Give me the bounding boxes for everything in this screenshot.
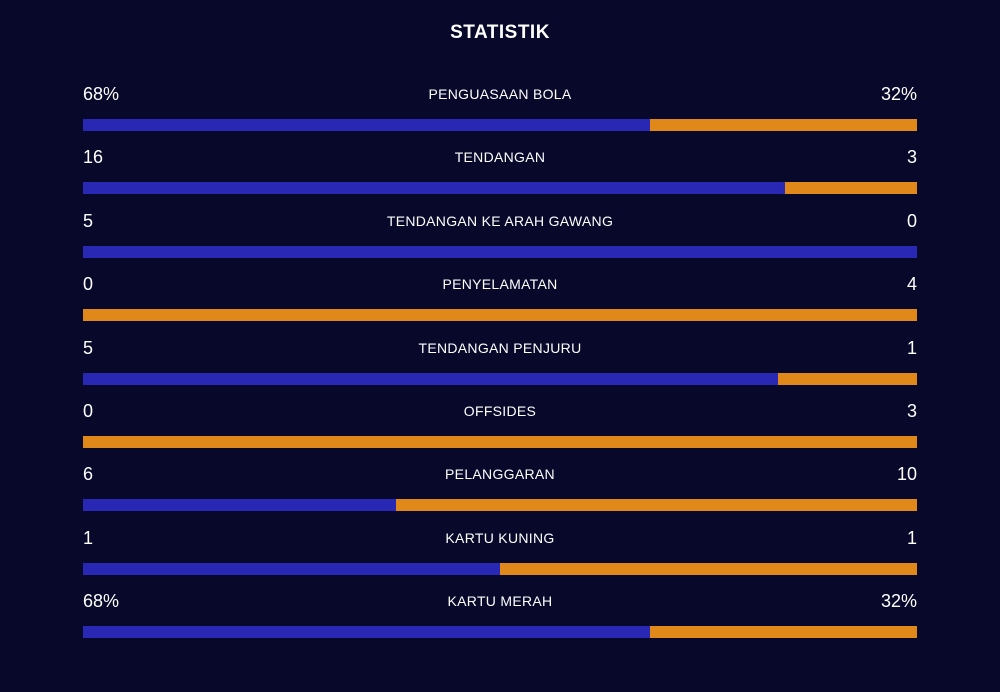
stat-values-row: TENDANGAN PENJURU 5 1 xyxy=(83,336,917,360)
stat-away-bar-fill xyxy=(785,182,917,195)
stat-row: PENYELAMATAN 0 4 xyxy=(83,272,917,335)
stat-home-bar-fill xyxy=(83,626,651,639)
stat-home-value: 1 xyxy=(83,527,94,548)
stat-away-value: 1 xyxy=(906,337,917,358)
stat-away-value: 10 xyxy=(896,464,917,485)
stat-home-bar-fill xyxy=(83,245,917,258)
stat-row: TENDANGAN 16 3 xyxy=(83,145,917,208)
stat-home-value: 6 xyxy=(83,464,94,485)
stat-comparison-bar xyxy=(83,499,917,512)
stat-home-value: 16 xyxy=(83,147,104,168)
stat-away-bar-fill xyxy=(83,309,917,322)
stats-title: STATISTIK xyxy=(450,22,550,43)
stat-values-row: TENDANGAN 16 3 xyxy=(83,145,917,169)
stat-away-value: 0 xyxy=(906,210,917,231)
stat-home-value: 68% xyxy=(83,84,120,104)
stat-row: KARTU MERAH 68% 32% xyxy=(83,589,917,652)
stat-away-value: 4 xyxy=(906,274,917,295)
stat-label: PENGUASAAN BOLA xyxy=(428,86,572,102)
stat-home-bar-fill xyxy=(83,182,786,195)
stat-away-value: 3 xyxy=(906,400,917,421)
stat-row: PELANGGARAN 6 10 xyxy=(83,462,917,525)
stat-home-bar-fill xyxy=(83,562,500,575)
stat-values-row: KARTU KUNING 1 1 xyxy=(83,526,917,550)
stat-label: TENDANGAN xyxy=(454,149,546,166)
stat-comparison-bar xyxy=(83,245,917,258)
stat-values-row: PENGUASAAN BOLA 68% 32% xyxy=(83,82,917,106)
stat-home-value: 0 xyxy=(83,274,94,295)
stats-list: PENGUASAAN BOLA 68% 32% TENDANGAN 16 3 TENDANG… xyxy=(83,82,917,653)
stat-comparison-bar xyxy=(83,182,917,195)
stat-comparison-bar xyxy=(83,309,917,322)
stat-away-value: 1 xyxy=(906,527,917,548)
stat-label: KARTU MERAH xyxy=(447,593,553,610)
stat-values-row: OFFSIDES 0 3 xyxy=(83,399,917,423)
stat-comparison-bar xyxy=(83,119,917,131)
stat-row: KARTU KUNING 1 1 xyxy=(83,526,917,589)
stat-row: TENDANGAN KE ARAH GAWANG 5 0 xyxy=(83,209,917,272)
stat-away-value: 3 xyxy=(906,147,917,168)
stat-label: TENDANGAN KE ARAH GAWANG xyxy=(386,212,614,229)
stat-away-bar-fill xyxy=(395,499,917,512)
stat-values-row: KARTU MERAH 68% 32% xyxy=(83,589,917,613)
stat-home-value: 0 xyxy=(83,400,94,421)
stat-away-bar-fill xyxy=(650,626,917,639)
stat-home-bar-fill xyxy=(83,499,396,512)
stat-home-value: 68% xyxy=(83,591,120,612)
stat-home-bar-fill xyxy=(83,119,651,131)
stat-away-value: 32% xyxy=(880,84,917,104)
stat-row: PENGUASAAN BOLA 68% 32% xyxy=(83,82,917,145)
stat-home-bar-fill xyxy=(83,372,778,385)
stat-values-row: PENYELAMATAN 0 4 xyxy=(83,272,917,296)
stat-away-value: 32% xyxy=(880,591,917,612)
stat-label: OFFSIDES xyxy=(463,402,537,419)
stat-label: KARTU KUNING xyxy=(445,529,555,546)
stat-label: PENYELAMATAN xyxy=(442,276,558,293)
stat-values-row: PELANGGARAN 6 10 xyxy=(83,462,917,486)
stat-away-bar-fill xyxy=(650,119,917,131)
stat-row: OFFSIDES 0 3 xyxy=(83,399,917,462)
stat-home-value: 5 xyxy=(83,337,94,358)
stat-comparison-bar xyxy=(83,435,917,448)
stat-away-bar-fill xyxy=(777,372,917,385)
stat-home-value: 5 xyxy=(83,210,94,231)
stat-away-bar-fill xyxy=(83,435,917,448)
stat-label: PELANGGARAN xyxy=(445,466,555,483)
stat-comparison-bar xyxy=(83,562,917,575)
stat-row: TENDANGAN PENJURU 5 1 xyxy=(83,336,917,399)
stat-values-row: TENDANGAN KE ARAH GAWANG 5 0 xyxy=(83,209,917,233)
stat-comparison-bar xyxy=(83,372,917,385)
stat-comparison-bar xyxy=(83,626,917,639)
stat-away-bar-fill xyxy=(500,562,917,575)
stat-label: TENDANGAN PENJURU xyxy=(418,339,582,356)
